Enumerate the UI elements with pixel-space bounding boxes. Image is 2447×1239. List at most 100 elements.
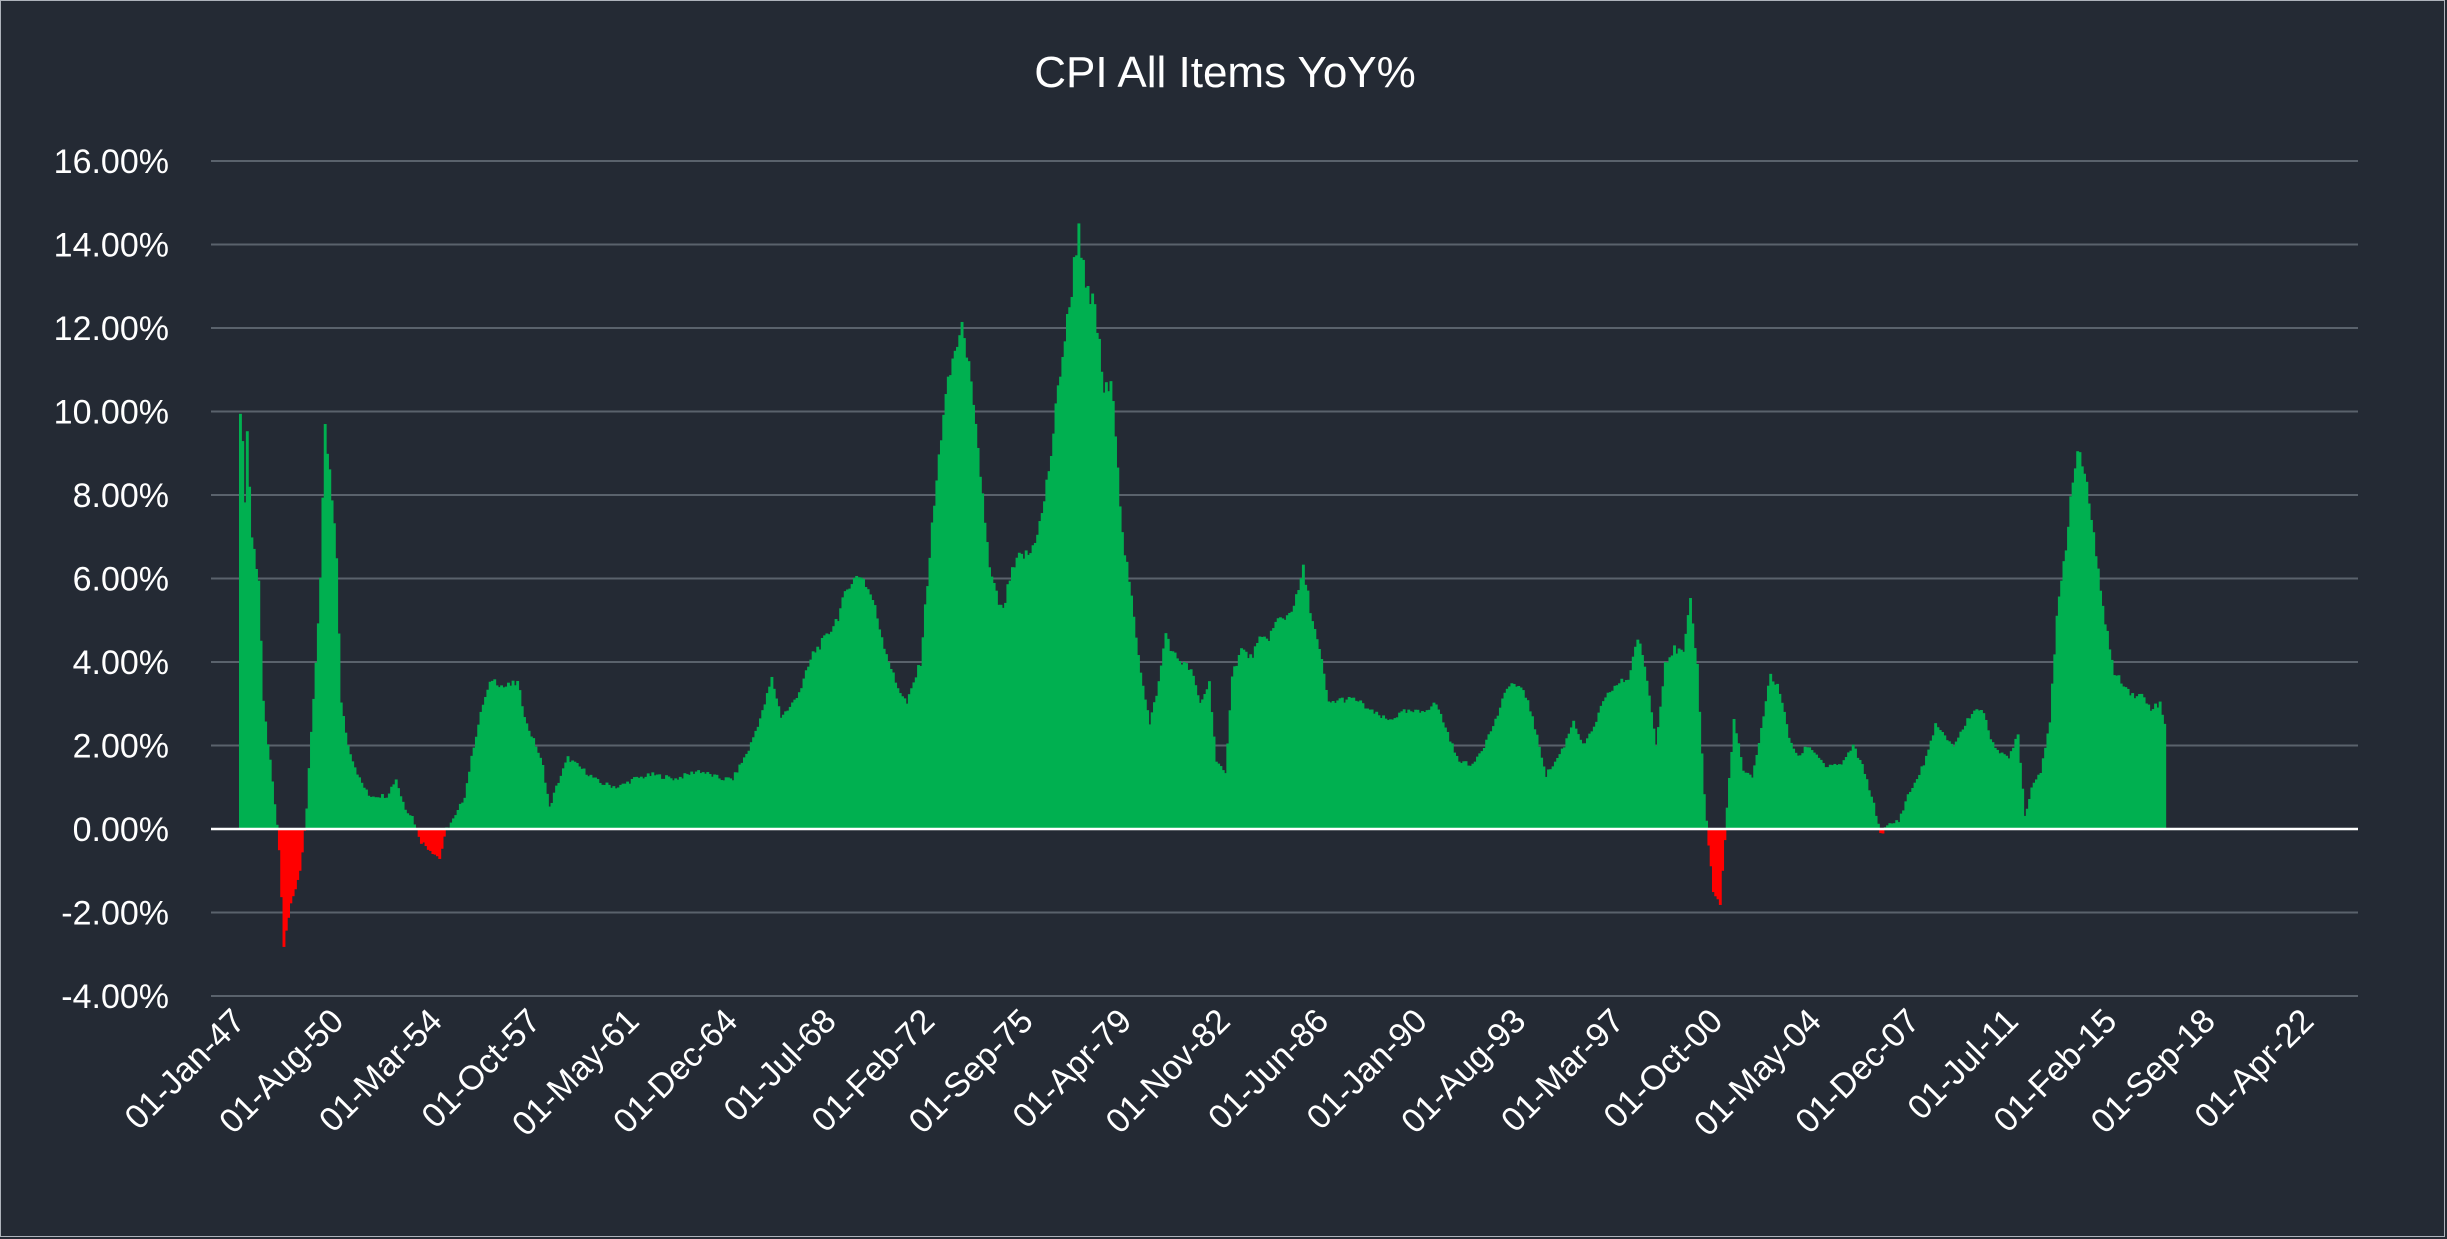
data-bar <box>1219 766 1223 829</box>
data-bar <box>241 441 245 829</box>
data-bar <box>1805 747 1809 829</box>
data-bar <box>1047 471 1051 829</box>
data-bar <box>1629 670 1633 829</box>
data-bar <box>1111 401 1115 829</box>
data-bar <box>497 687 501 829</box>
data-bar <box>889 668 893 829</box>
data-bar <box>364 789 368 829</box>
data-bar <box>534 746 538 829</box>
data-bar <box>1297 590 1301 829</box>
data-bar <box>463 797 467 829</box>
data-bar <box>1120 532 1124 829</box>
data-bar <box>761 710 765 829</box>
data-bar <box>635 776 639 829</box>
data-bar <box>1668 657 1672 829</box>
data-bar <box>1583 743 1587 829</box>
data-bar <box>1469 765 1473 829</box>
data-bar <box>1556 757 1560 829</box>
data-bar <box>369 796 373 829</box>
data-bar <box>594 777 597 829</box>
data-bar <box>1787 737 1791 829</box>
data-bar <box>552 792 556 829</box>
data-bar <box>1414 709 1418 829</box>
data-bar <box>1840 764 1844 829</box>
data-bar <box>1478 753 1482 829</box>
data-bar <box>2016 734 2020 829</box>
data-bar <box>1109 381 1113 829</box>
data-bar <box>621 783 625 829</box>
data-bar <box>484 697 488 829</box>
data-bar <box>797 692 801 829</box>
data-bar <box>997 604 1001 829</box>
data-bar <box>855 576 859 829</box>
data-bar <box>310 731 313 829</box>
y-axis-tick-labels: 16.00% 14.00% 12.00% 10.00% 8.00% 6.00% 4.00% 2… <box>54 143 169 1016</box>
data-bar <box>1725 807 1729 829</box>
data-bar <box>1608 692 1612 829</box>
data-bar <box>1707 829 1711 846</box>
data-bar <box>252 548 256 829</box>
data-bar <box>2051 683 2054 829</box>
data-bar <box>1352 697 1356 829</box>
data-bar <box>1881 829 1885 834</box>
data-bar <box>1457 761 1461 829</box>
data-bar <box>1214 761 1218 829</box>
data-bar <box>1065 314 1069 829</box>
data-bar <box>390 786 394 829</box>
data-bar <box>1854 748 1857 829</box>
data-bar <box>575 763 579 829</box>
data-bar <box>1281 618 1285 829</box>
data-bar <box>1824 767 1828 829</box>
data-bar <box>1354 700 1358 829</box>
data-bar <box>305 808 309 829</box>
data-bar <box>1517 686 1521 829</box>
data-bar <box>424 829 428 847</box>
data-bar <box>681 778 685 829</box>
data-bar <box>1363 708 1367 829</box>
data-bar <box>763 704 767 829</box>
data-bar <box>1015 557 1019 829</box>
data-bar <box>1558 754 1562 829</box>
data-bar <box>674 778 678 829</box>
data-bar <box>2138 693 2141 829</box>
data-bar <box>358 777 362 829</box>
data-bar <box>1379 717 1383 829</box>
data-bar <box>438 829 442 859</box>
data-bar <box>846 589 849 829</box>
data-bar <box>1395 717 1399 829</box>
data-bar <box>1405 712 1408 829</box>
data-bar <box>1936 727 1940 829</box>
data-bar <box>756 726 760 829</box>
data-bar <box>1498 707 1502 829</box>
data-bar <box>1572 720 1576 829</box>
data-bar <box>907 694 911 829</box>
data-bar <box>1760 727 1763 829</box>
data-bar <box>1375 711 1379 829</box>
data-bar <box>2142 697 2146 829</box>
data-bar <box>1973 710 1977 829</box>
data-bar <box>339 702 343 829</box>
data-bar <box>1950 743 1954 829</box>
data-bar <box>1267 640 1271 829</box>
data-bar <box>1773 684 1777 829</box>
data-bar <box>1986 730 1990 829</box>
data-bar <box>527 730 531 829</box>
data-bar <box>555 785 559 829</box>
data-bar <box>839 608 843 829</box>
data-bar <box>658 774 662 829</box>
y-tick-label: 8.00% <box>73 477 169 515</box>
data-bar <box>1059 376 1062 829</box>
data-bar <box>1393 718 1397 829</box>
data-bar <box>1246 658 1250 829</box>
data-bar <box>605 782 609 829</box>
data-bar <box>1512 683 1516 829</box>
data-bar <box>1416 709 1420 829</box>
data-bar <box>710 776 714 829</box>
data-bar <box>1473 761 1477 829</box>
data-bar <box>525 723 529 829</box>
data-bar <box>307 768 311 829</box>
data-bar <box>992 582 996 829</box>
data-bar <box>1008 580 1012 829</box>
data-bar <box>1045 479 1049 829</box>
data-bar <box>820 637 824 829</box>
